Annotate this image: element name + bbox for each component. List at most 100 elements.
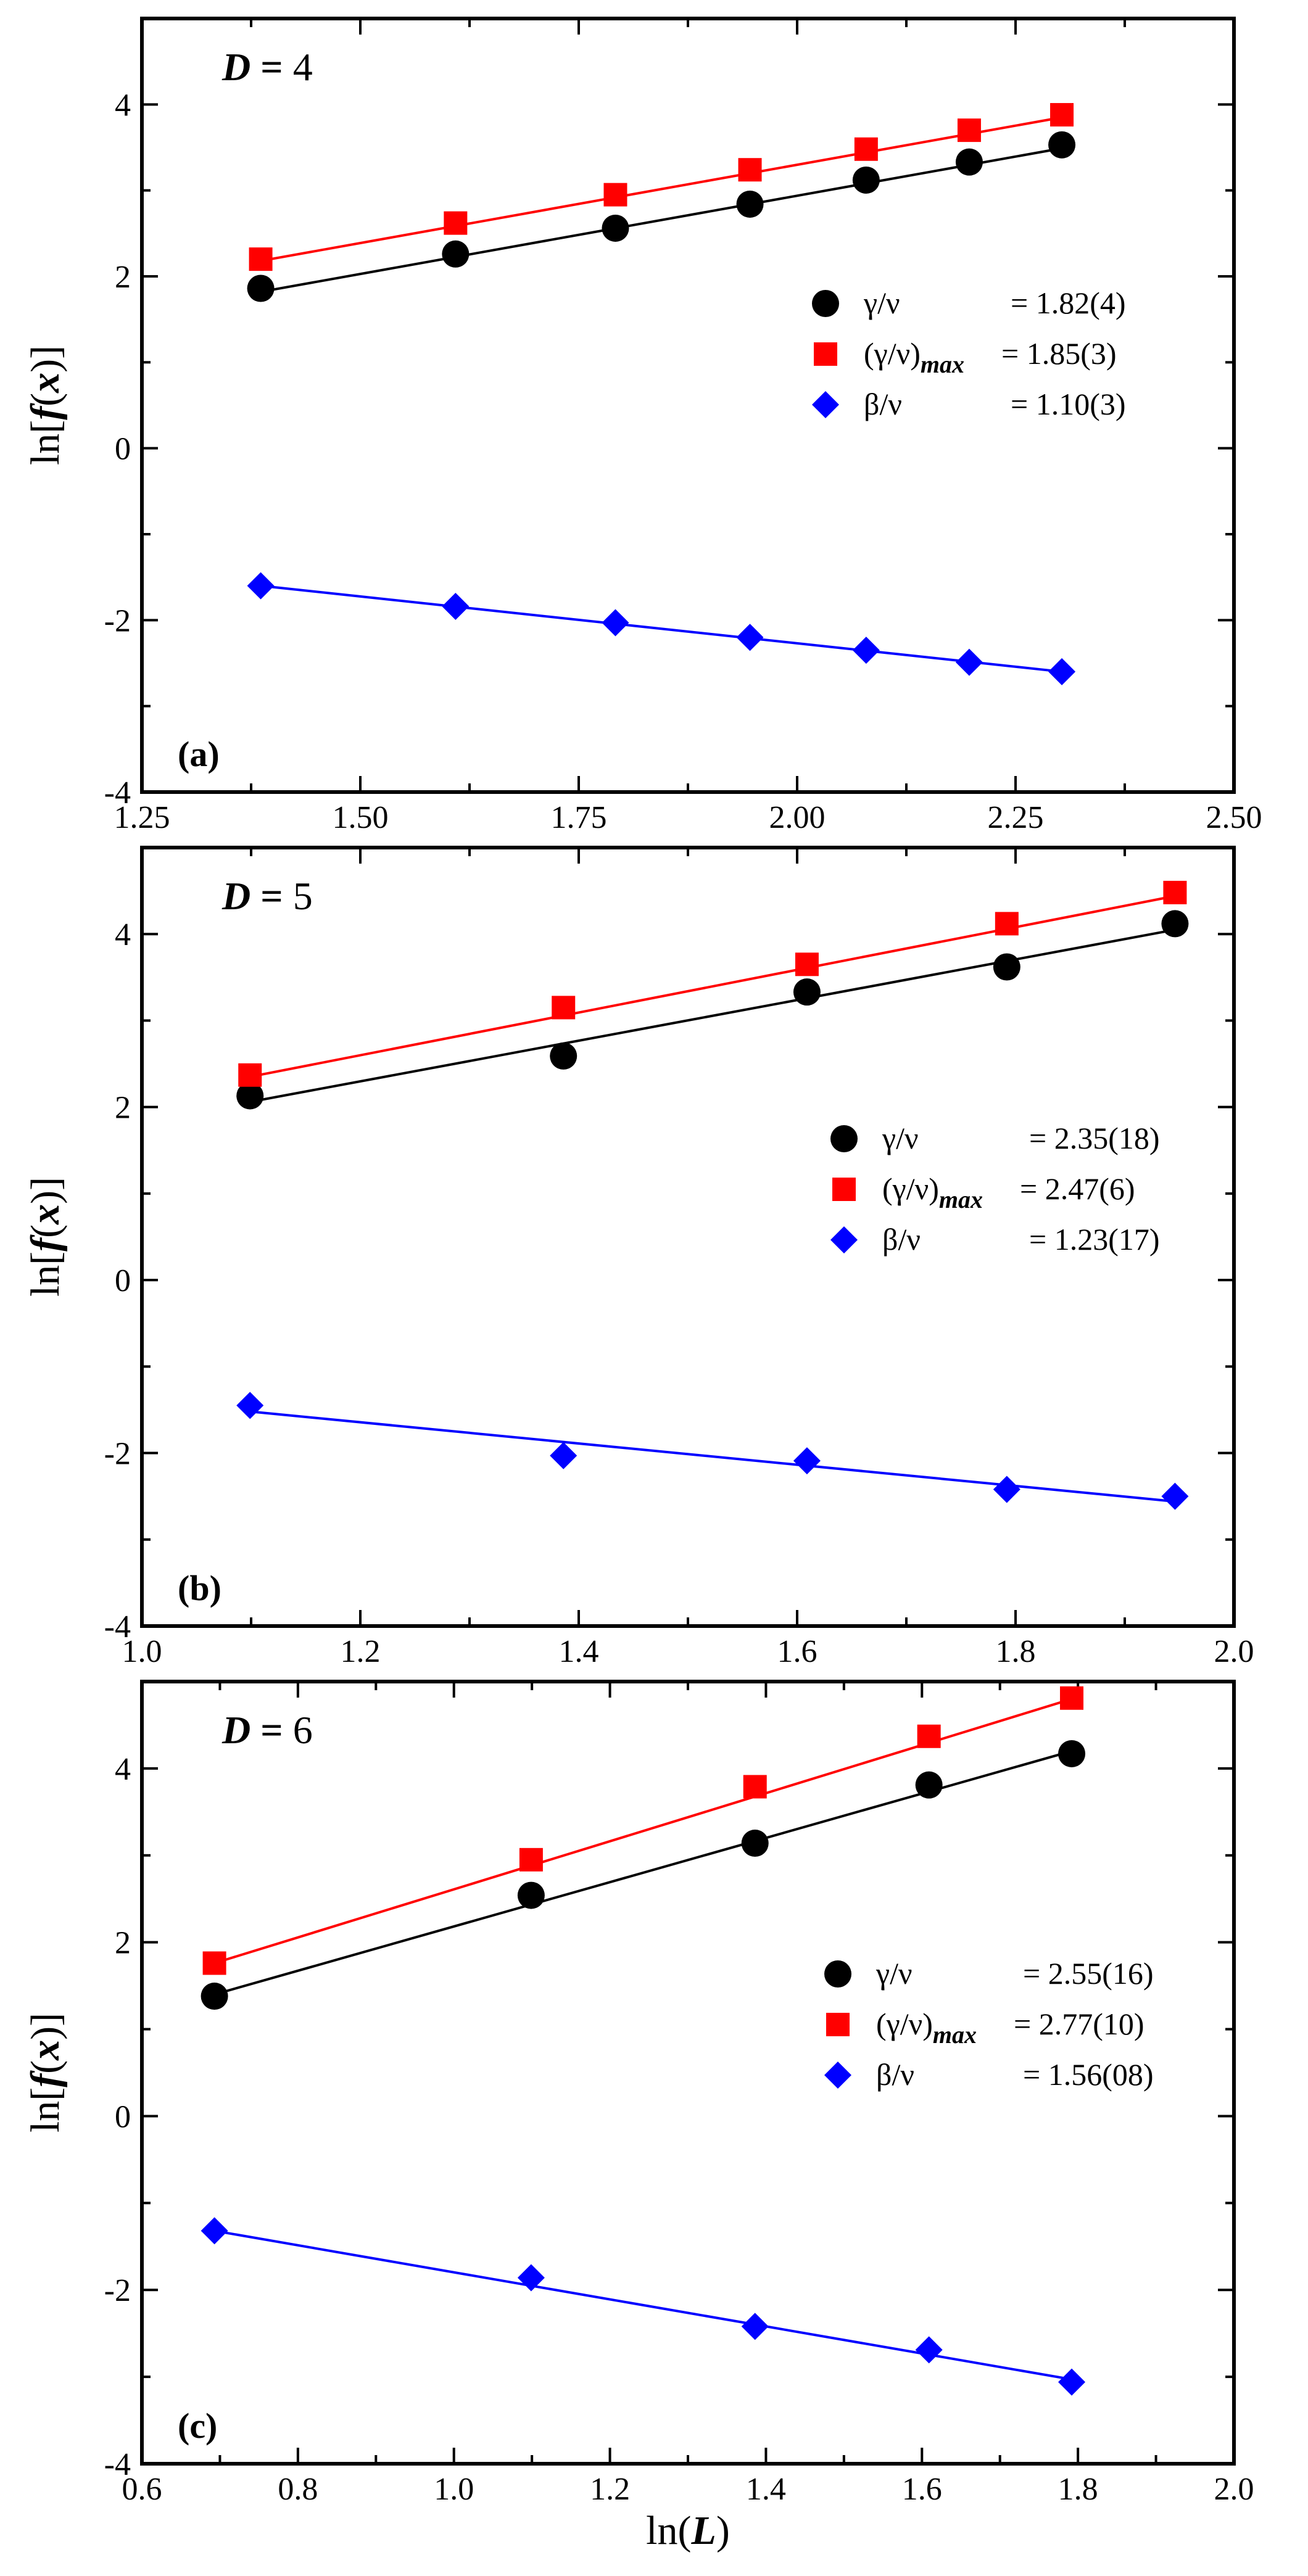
x-tick-label: 2.50 <box>1206 800 1262 835</box>
legend-marker-gamma <box>812 290 839 317</box>
point-gamma_max <box>1163 880 1187 904</box>
y-axis-label: ln[f(x)] <box>23 2013 68 2132</box>
point-gamma_max <box>738 158 762 182</box>
point-beta <box>955 648 983 676</box>
point-beta <box>915 2336 943 2364</box>
y-tick-label: -4 <box>104 1609 131 1645</box>
legend-value-gamma_max: = 2.47(6) <box>1020 1171 1135 1206</box>
point-gamma_max <box>854 137 878 161</box>
point-gamma_max <box>552 996 576 1020</box>
point-gamma <box>442 240 470 268</box>
legend: γ/ν = 2.55(16) (γ/ν)max = 2.77(10) β/ν = 1.56… <box>824 1956 1154 2092</box>
x-tick-label: 1.4 <box>559 1634 599 1669</box>
x-tick-label: 1.6 <box>902 2472 942 2507</box>
point-gamma <box>993 953 1020 981</box>
point-gamma <box>1161 910 1189 938</box>
panel-title: D = 4 <box>221 45 313 89</box>
point-gamma <box>236 1082 264 1110</box>
legend-label-beta: β/ν <box>882 1222 921 1257</box>
legend-marker-beta <box>824 2062 851 2089</box>
point-gamma <box>201 1983 228 2010</box>
point-gamma_max <box>957 118 981 142</box>
x-axis-label: ln(L) <box>646 2508 730 2553</box>
point-gamma_max <box>1050 103 1074 127</box>
legend-label-gamma: γ/ν <box>875 1956 913 1991</box>
legend-label-gamma_max: (γ/ν)max <box>882 1171 983 1213</box>
legend-value-gamma_max: = 2.77(10) <box>1014 2007 1144 2041</box>
panel-title: D = 5 <box>221 874 313 918</box>
series-beta <box>201 2217 1086 2396</box>
y-tick-label: 0 <box>115 1263 131 1298</box>
series-gamma <box>247 131 1076 302</box>
fit-line-beta <box>250 1410 1175 1503</box>
y-tick-label: 0 <box>115 2099 131 2134</box>
point-gamma <box>736 190 764 218</box>
point-gamma <box>550 1042 577 1070</box>
y-axis-label: ln[f(x)] <box>23 345 68 465</box>
legend-value-beta: = 1.10(3) <box>1011 387 1126 421</box>
legend-value-gamma: = 2.55(16) <box>1023 1956 1154 1991</box>
series-beta <box>236 1392 1189 1510</box>
x-tick-label: 1.4 <box>746 2472 786 2507</box>
point-gamma_max <box>202 1951 226 1975</box>
point-beta <box>736 624 764 651</box>
point-gamma <box>955 148 983 176</box>
point-gamma <box>247 275 275 302</box>
legend-marker-beta <box>812 391 839 418</box>
panel-2: 1.0 1.2 1.4 1.6 1.8 2.0 -4 -2 0 2 4 ln[f(x)] D = 5 (b… <box>23 846 1254 1669</box>
legend-label-beta: β/ν <box>876 2057 914 2092</box>
fit-line-gamma_max <box>249 894 1175 1078</box>
y-tick-label: 4 <box>115 1752 131 1787</box>
x-tick-label: 1.50 <box>333 800 389 835</box>
legend-label-gamma_max: (γ/ν)max <box>864 336 964 378</box>
x-tick-label: 2.00 <box>769 800 826 835</box>
x-tick-label: 1.8 <box>996 1634 1036 1669</box>
point-gamma <box>1058 1740 1086 1767</box>
panel-title: D = 6 <box>221 1708 313 1752</box>
point-gamma_max <box>917 1724 941 1748</box>
x-tick-label: 2.0 <box>1214 2472 1254 2507</box>
series-gamma <box>236 910 1189 1110</box>
fit-line-beta <box>260 584 1062 673</box>
y-tick-label: -2 <box>104 2273 131 2308</box>
panel-label: (b) <box>178 1568 221 1608</box>
series-gamma <box>201 1740 1086 2010</box>
legend-marker-gamma <box>830 1125 858 1152</box>
point-gamma <box>741 1830 769 1857</box>
point-gamma <box>793 978 821 1006</box>
legend-label-gamma: γ/ν <box>863 286 900 320</box>
legend-value-beta: = 1.23(17) <box>1029 1222 1160 1257</box>
x-tick-label: 0.6 <box>122 2472 162 2507</box>
point-gamma_max <box>603 183 627 207</box>
point-gamma <box>1048 131 1076 159</box>
point-gamma_max <box>444 211 468 235</box>
x-tick-label: 2.0 <box>1214 1634 1254 1669</box>
legend: γ/ν = 2.35(18) (γ/ν)max = 2.47(6) β/ν = 1.23(… <box>830 1121 1160 1257</box>
point-beta <box>236 1392 264 1419</box>
fit-line-gamma_max <box>260 116 1062 262</box>
legend: γ/ν = 1.82(4) (γ/ν)max = 1.85(3) β/ν = 1.10(3… <box>812 286 1126 421</box>
y-tick-label: 2 <box>115 260 131 295</box>
x-tick-label: 1.0 <box>434 2472 474 2507</box>
panel-label: (a) <box>178 734 220 774</box>
point-gamma_max <box>995 912 1019 936</box>
x-tick-label: 1.25 <box>114 800 170 835</box>
panel-3: 0.6 0.8 1.0 1.2 1.4 1.6 1.8 2.0 -4 -2 0 2 4 ln[f(x)] l… <box>23 1680 1254 2553</box>
x-tick-label: 1.0 <box>122 1634 162 1669</box>
point-gamma_max <box>743 1775 767 1799</box>
point-beta <box>852 637 880 664</box>
point-beta <box>1058 2368 1086 2396</box>
legend-marker-gamma <box>824 1960 851 1988</box>
point-gamma <box>915 1771 943 1799</box>
legend-value-gamma_max: = 1.85(3) <box>1001 336 1117 371</box>
point-gamma <box>517 1881 545 1909</box>
point-gamma_max <box>238 1063 262 1087</box>
series-gamma_max <box>202 1686 1084 1975</box>
panel-1: 1.25 1.50 1.75 2.00 2.25 2.50 -4 -2 0 2 4 ln[f(x)] D… <box>23 17 1262 835</box>
y-tick-label: -4 <box>104 2447 131 2482</box>
point-beta <box>1048 658 1076 685</box>
point-gamma_max <box>1060 1686 1084 1710</box>
point-beta <box>993 1476 1020 1503</box>
point-beta <box>1161 1482 1189 1510</box>
series-gamma_max <box>238 880 1187 1087</box>
